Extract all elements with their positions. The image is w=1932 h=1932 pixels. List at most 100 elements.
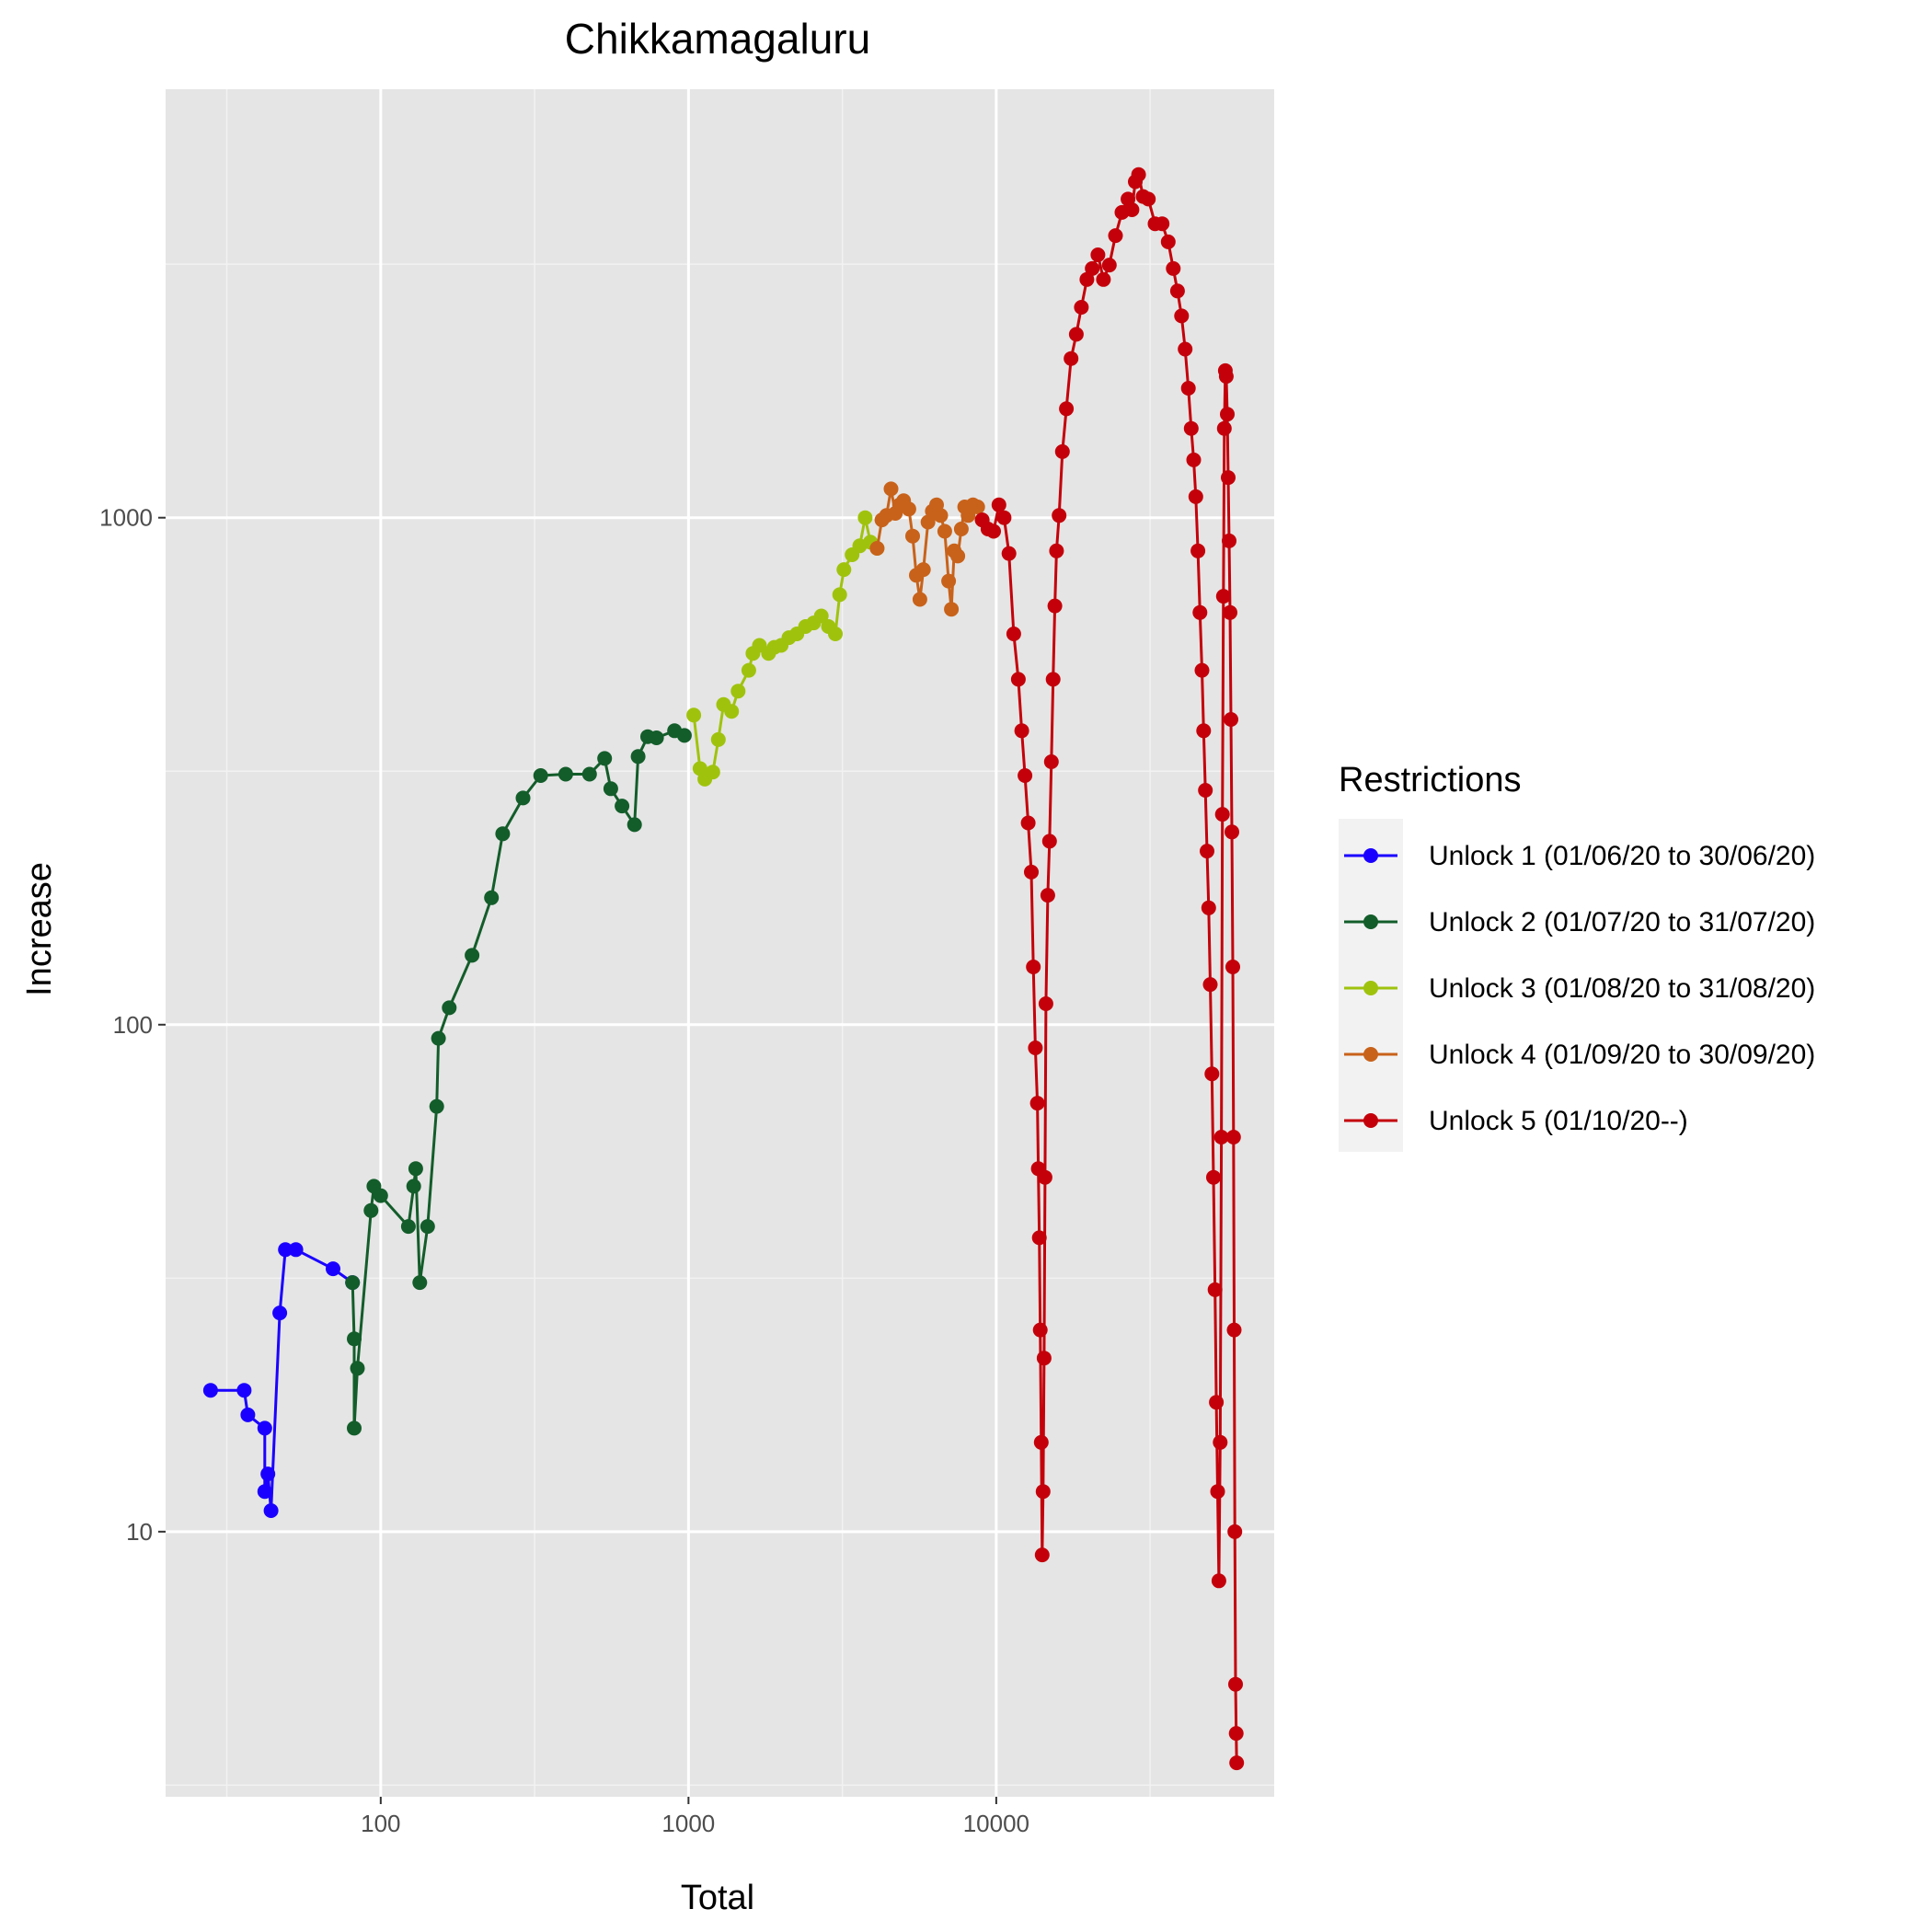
data-point (1040, 888, 1055, 903)
data-point (686, 707, 702, 723)
data-point (363, 1202, 379, 1218)
data-point (828, 627, 843, 641)
series-2 (345, 723, 692, 1436)
data-point (1131, 167, 1146, 182)
data-point (1221, 470, 1236, 486)
data-point (1020, 815, 1036, 831)
chart-title: Chikkamagaluru (565, 15, 870, 63)
data-point (326, 1261, 340, 1277)
data-point (1024, 864, 1039, 880)
data-point (581, 766, 597, 782)
data-point (345, 1275, 361, 1291)
data-point (1054, 443, 1070, 459)
data-point (937, 523, 952, 539)
data-point (260, 1466, 276, 1482)
data-point (1218, 369, 1234, 385)
minor-gridlines (166, 89, 1274, 1797)
data-point (1196, 723, 1212, 739)
data-point (257, 1484, 272, 1500)
data-point (1043, 754, 1059, 769)
data-point (1225, 960, 1240, 974)
data-point (465, 948, 480, 963)
data-point (986, 523, 1001, 539)
data-point (347, 1420, 362, 1436)
data-point (1028, 1041, 1043, 1055)
legend-label: Unlock 4 (01/09/20 to 30/09/20) (1429, 1040, 1815, 1070)
data-point (996, 510, 1012, 525)
data-point (1215, 589, 1231, 604)
data-point (272, 1305, 288, 1321)
data-point (832, 587, 847, 603)
data-point (484, 890, 500, 905)
data-point (1226, 1322, 1242, 1338)
data-point (883, 481, 899, 497)
data-point (1174, 308, 1190, 324)
legend-key-point (1363, 981, 1378, 995)
data-point (431, 1030, 446, 1046)
plot-panel (166, 89, 1274, 1797)
data-point (1166, 260, 1181, 276)
data-point (1052, 508, 1067, 523)
data-point (1209, 1395, 1225, 1410)
data-point (1079, 271, 1095, 287)
data-point (1036, 1351, 1052, 1366)
data-point (1045, 672, 1061, 687)
data-point (1211, 1573, 1226, 1589)
data-point (1200, 844, 1214, 859)
legend-key-point (1363, 914, 1378, 929)
legend-item: Unlock 3 (01/08/20 to 31/08/20) (1344, 973, 1815, 1004)
data-point (649, 730, 664, 745)
data-point (1178, 341, 1193, 357)
data-point (1074, 300, 1089, 315)
data-point (1032, 1322, 1048, 1338)
series-4 (869, 481, 990, 617)
major-gridlines (166, 89, 1274, 1797)
data-point (724, 704, 740, 719)
data-point (1124, 202, 1140, 217)
series-layer (202, 167, 1245, 1771)
legend-item: Unlock 5 (01/10/20--) (1344, 1106, 1688, 1136)
data-point (905, 528, 920, 544)
data-point (1190, 543, 1206, 558)
x-tick-label: 10000 (963, 1810, 1029, 1837)
data-point (1049, 543, 1064, 558)
data-point (1228, 1726, 1244, 1742)
data-point (236, 1383, 252, 1398)
data-point (400, 1219, 416, 1235)
data-point (1033, 1434, 1049, 1450)
legend-label: Unlock 2 (01/07/20 to 31/07/20) (1429, 907, 1815, 937)
y-tick-label: 1000 (99, 504, 153, 532)
data-point (1204, 1066, 1220, 1082)
data-point (1229, 1755, 1245, 1771)
y-tick-label: 10 (126, 1518, 153, 1546)
data-point (1213, 1130, 1229, 1144)
legend-label: Unlock 1 (01/06/20 to 30/06/20) (1429, 841, 1815, 871)
data-point (406, 1179, 421, 1194)
data-point (558, 766, 573, 782)
legend-label: Unlock 3 (01/08/20 to 31/08/20) (1429, 973, 1815, 1004)
data-point (1031, 1230, 1047, 1246)
data-point (1064, 351, 1079, 366)
data-point (1210, 1484, 1225, 1500)
data-point (1038, 996, 1053, 1011)
data-point (1180, 381, 1196, 396)
data-point (915, 562, 931, 578)
legend-items: Unlock 1 (01/06/20 to 30/06/20) Unlock 2 … (1344, 841, 1815, 1136)
data-point (1101, 258, 1117, 273)
data-point (1018, 768, 1033, 783)
data-point (1206, 1169, 1221, 1185)
data-point (515, 790, 531, 806)
data-point (350, 1361, 365, 1376)
data-point (950, 548, 966, 564)
data-point (1085, 260, 1100, 276)
data-point (1183, 420, 1199, 436)
data-point (710, 731, 726, 747)
data-point (970, 500, 985, 514)
legend-label: Unlock 5 (01/10/20--) (1429, 1106, 1688, 1136)
data-point (901, 501, 916, 517)
data-point (603, 781, 618, 797)
data-point (1090, 247, 1106, 262)
data-point (1227, 1524, 1243, 1539)
data-point (1194, 662, 1210, 678)
